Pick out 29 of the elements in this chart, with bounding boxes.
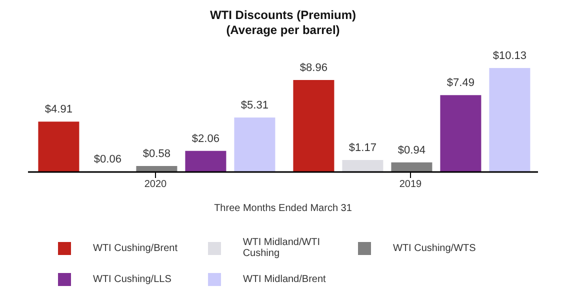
bar xyxy=(293,80,334,172)
bar xyxy=(38,122,80,172)
legend-label: WTI Cushing/Brent xyxy=(93,242,178,254)
bar xyxy=(342,160,384,172)
data-label: $1.17 xyxy=(348,142,376,154)
data-label: $8.96 xyxy=(300,62,328,74)
bar xyxy=(440,95,482,172)
data-label: $0.94 xyxy=(398,144,426,156)
data-label: $7.49 xyxy=(446,77,474,90)
bar xyxy=(234,117,276,172)
bar xyxy=(185,150,226,172)
data-label: $2.06 xyxy=(192,132,220,145)
legend-label: WTI Cushing/LLS xyxy=(93,274,172,285)
bar xyxy=(489,68,530,172)
data-label: $10.13 xyxy=(492,50,527,62)
data-label: $4.91 xyxy=(44,104,72,116)
data-label: $0.06 xyxy=(94,153,122,166)
x-axis-title: Three Months Ended March 31 xyxy=(214,203,352,214)
legend-label: WTI Cushing/WTS xyxy=(393,242,476,254)
data-label: $5.31 xyxy=(240,99,268,112)
x-tick-label: 2019 xyxy=(399,179,422,190)
legend-label: WTI Midland/Brent xyxy=(243,274,326,285)
chart-title: WTI Discounts (Premium) xyxy=(208,8,357,23)
legend-label: WTI Midland/WTI Cushing xyxy=(242,237,322,259)
x-tick-label: 2020 xyxy=(144,179,168,190)
bar xyxy=(391,162,432,172)
chart-subtitle: (Average per barrel) xyxy=(225,23,341,38)
data-label: $0.58 xyxy=(142,148,170,160)
bar xyxy=(136,166,178,172)
